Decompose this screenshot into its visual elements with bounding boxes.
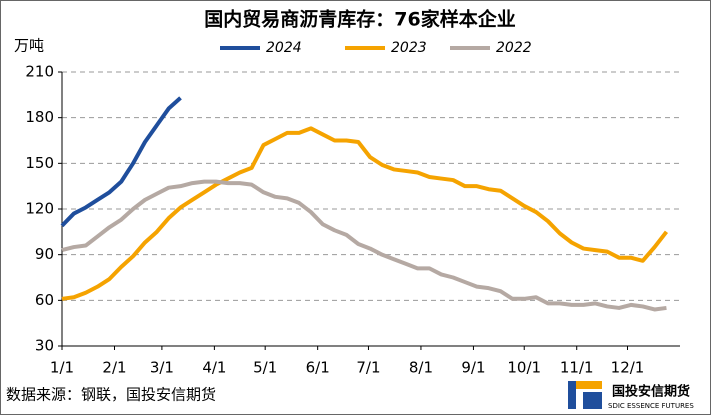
x-tick-label: 1/1 <box>50 359 74 377</box>
logo-mark <box>576 381 602 389</box>
y-tick-label: 90 <box>35 245 54 263</box>
logo-subtext: SDIC ESSENCE FUTURES <box>608 402 694 410</box>
x-tick-label: 11/1 <box>560 359 594 377</box>
logo-mark <box>583 392 602 409</box>
legend-label: 2023 <box>391 40 427 56</box>
logo-mark <box>568 381 576 409</box>
x-tick-label: 8/1 <box>409 359 433 377</box>
y-tick-label: 210 <box>25 63 54 81</box>
line <box>61 126 669 301</box>
x-tick-label: 12/1 <box>611 359 645 377</box>
legend-label: 2024 <box>266 40 302 56</box>
x-tick-label: 4/1 <box>202 359 226 377</box>
x-tick-label: 10/1 <box>507 359 541 377</box>
x-tick-label: 7/1 <box>356 359 380 377</box>
y-tick-label: 150 <box>25 154 54 172</box>
logo-text: 国投安信期货 <box>612 384 690 400</box>
source: 数据来源：钢联，国投安信期货 <box>6 386 216 404</box>
x-tick-label: 5/1 <box>253 359 277 377</box>
x-tick-label: 6/1 <box>306 359 330 377</box>
x-tick-label: 9/1 <box>461 359 485 377</box>
x-tick-label: 3/1 <box>150 359 174 377</box>
line <box>60 96 182 228</box>
line <box>61 179 667 312</box>
y-tick-label: 180 <box>25 108 54 126</box>
y-axis-label: 万吨 <box>14 37 44 55</box>
y-tick-label: 60 <box>35 291 54 309</box>
legend-label: 2022 <box>496 40 532 56</box>
logo: 国投安信期货 SDIC ESSENCE FUTURES <box>568 381 694 410</box>
y-tick-label: 30 <box>35 337 54 355</box>
y-tick-label: 120 <box>25 200 54 218</box>
x-tick-label: 2/1 <box>102 359 126 377</box>
chart-title: 国内贸易商沥青库存：76家样本企业 <box>204 8 515 31</box>
